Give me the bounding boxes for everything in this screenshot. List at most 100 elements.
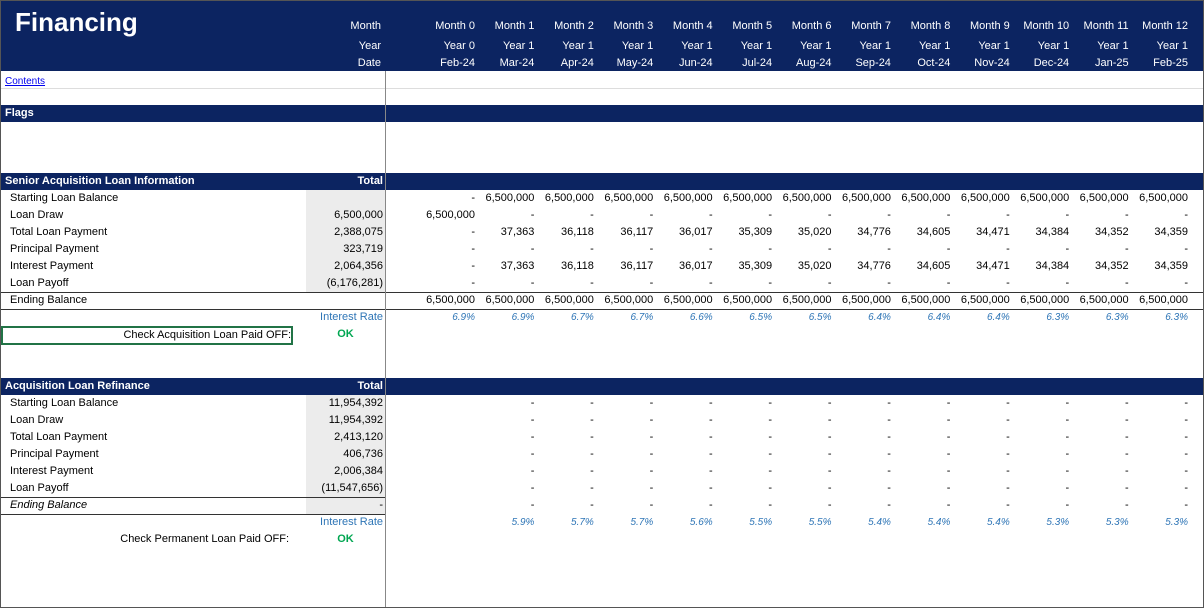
cell: - xyxy=(649,243,654,255)
cell: - xyxy=(827,499,832,511)
cell: - xyxy=(1184,431,1189,443)
rate-cell: 5.7% xyxy=(630,517,654,528)
cell: - xyxy=(1065,482,1070,494)
header-cell: Month 11 xyxy=(1083,20,1129,32)
header-cell: Feb-24 xyxy=(440,57,475,69)
check-status: OK xyxy=(337,533,354,545)
cell: - xyxy=(946,414,951,426)
cell: 35,309 xyxy=(738,260,773,272)
total-column xyxy=(306,395,385,514)
cell: - xyxy=(1124,209,1129,221)
rate-cell: 6.3% xyxy=(1165,312,1189,323)
cell: - xyxy=(1006,465,1010,477)
cell: - xyxy=(1065,431,1070,443)
cell: - xyxy=(1184,397,1189,409)
rate-cell: 5.4% xyxy=(868,517,891,528)
cell: - xyxy=(590,277,594,289)
cell: - xyxy=(649,499,654,511)
rate-cell: 6.3% xyxy=(1105,312,1129,323)
cell: 34,359 xyxy=(1154,260,1189,272)
rate-cell: 5.5% xyxy=(808,517,832,528)
rate-cell: 6.9% xyxy=(452,312,475,323)
section-title: Senior Acquisition Loan Information xyxy=(5,175,195,187)
cell: - xyxy=(530,465,535,477)
cell: - xyxy=(590,209,594,221)
header-cell: Month 8 xyxy=(910,20,951,32)
row-total: (6,176,281) xyxy=(326,277,383,289)
row-label: Starting Loan Balance xyxy=(10,192,119,204)
cell: - xyxy=(709,482,713,494)
rate-cell: 5.7% xyxy=(571,517,594,528)
cell: 34,605 xyxy=(916,226,951,238)
header-cell: Year 1 xyxy=(1037,40,1070,52)
cell: - xyxy=(530,414,535,426)
cell: - xyxy=(1006,397,1010,409)
cell: - xyxy=(590,397,594,409)
cell: - xyxy=(887,431,891,443)
row-total: - xyxy=(379,499,383,511)
header-cell: Month 10 xyxy=(1023,20,1070,32)
header-cell: Year 1 xyxy=(1097,40,1129,52)
cell: - xyxy=(1006,243,1010,255)
cell: 6,500,000 xyxy=(1020,294,1070,306)
rule xyxy=(1,514,385,515)
cell: - xyxy=(649,209,654,221)
header-cell: Year 1 xyxy=(1156,40,1189,52)
cell: - xyxy=(1184,448,1189,460)
cell: - xyxy=(1006,482,1010,494)
row-label: Loan Draw xyxy=(10,414,64,426)
cell: - xyxy=(590,465,594,477)
cell: - xyxy=(887,277,891,289)
header-cell: Year 1 xyxy=(859,40,891,52)
cell: - xyxy=(530,243,535,255)
header-cell: Mar-24 xyxy=(499,57,535,69)
cell: 6,500,000 xyxy=(1079,192,1129,204)
total-header: Total xyxy=(357,380,383,392)
cell: - xyxy=(1184,499,1189,511)
cell: - xyxy=(827,243,832,255)
cell: - xyxy=(471,226,475,238)
cell: 36,017 xyxy=(679,260,713,272)
cell: 6,500,000 xyxy=(544,294,594,306)
cell: 37,363 xyxy=(500,226,535,238)
row-label: Loan Draw xyxy=(10,209,64,221)
cell: - xyxy=(1006,499,1010,511)
cell: - xyxy=(649,397,654,409)
cell: - xyxy=(1124,243,1129,255)
cell: - xyxy=(649,414,654,426)
header-cell: Month 7 xyxy=(851,20,891,32)
row-label: Principal Payment xyxy=(10,448,99,460)
column-divider xyxy=(385,71,386,607)
header-cell: May-24 xyxy=(616,57,654,69)
cell: 6,500,000 xyxy=(485,192,535,204)
header-cell: Year 1 xyxy=(978,40,1010,52)
header-cell: Month 6 xyxy=(791,20,832,32)
cell: - xyxy=(1184,243,1189,255)
cell: - xyxy=(1124,499,1129,511)
rate-cell: 5.9% xyxy=(511,517,535,528)
cell: 37,363 xyxy=(500,260,535,272)
cell: - xyxy=(768,482,773,494)
cell: - xyxy=(709,414,713,426)
header-cell: Aug-24 xyxy=(796,57,832,69)
contents-link[interactable]: Contents xyxy=(5,76,46,87)
cell: 36,117 xyxy=(620,260,654,272)
rate-cell: 5.4% xyxy=(986,517,1010,528)
cell: - xyxy=(1006,414,1010,426)
section-bar xyxy=(1,173,1203,190)
cell: - xyxy=(1184,482,1189,494)
cell: - xyxy=(530,431,535,443)
cell: - xyxy=(1065,243,1070,255)
cell: - xyxy=(887,465,891,477)
header-cell: Year 1 xyxy=(621,40,654,52)
check-status: OK xyxy=(337,328,354,340)
cell: 35,309 xyxy=(738,226,773,238)
cell: - xyxy=(1006,209,1010,221)
header-band xyxy=(1,1,1203,71)
header-cell: Year 1 xyxy=(740,40,773,52)
header-cell: Month 12 xyxy=(1142,20,1189,32)
rate-cell: 6.4% xyxy=(927,312,951,323)
rate-cell: 6.6% xyxy=(689,312,713,323)
cell: 6,500,000 xyxy=(901,294,951,306)
cell: 6,500,000 xyxy=(960,192,1010,204)
